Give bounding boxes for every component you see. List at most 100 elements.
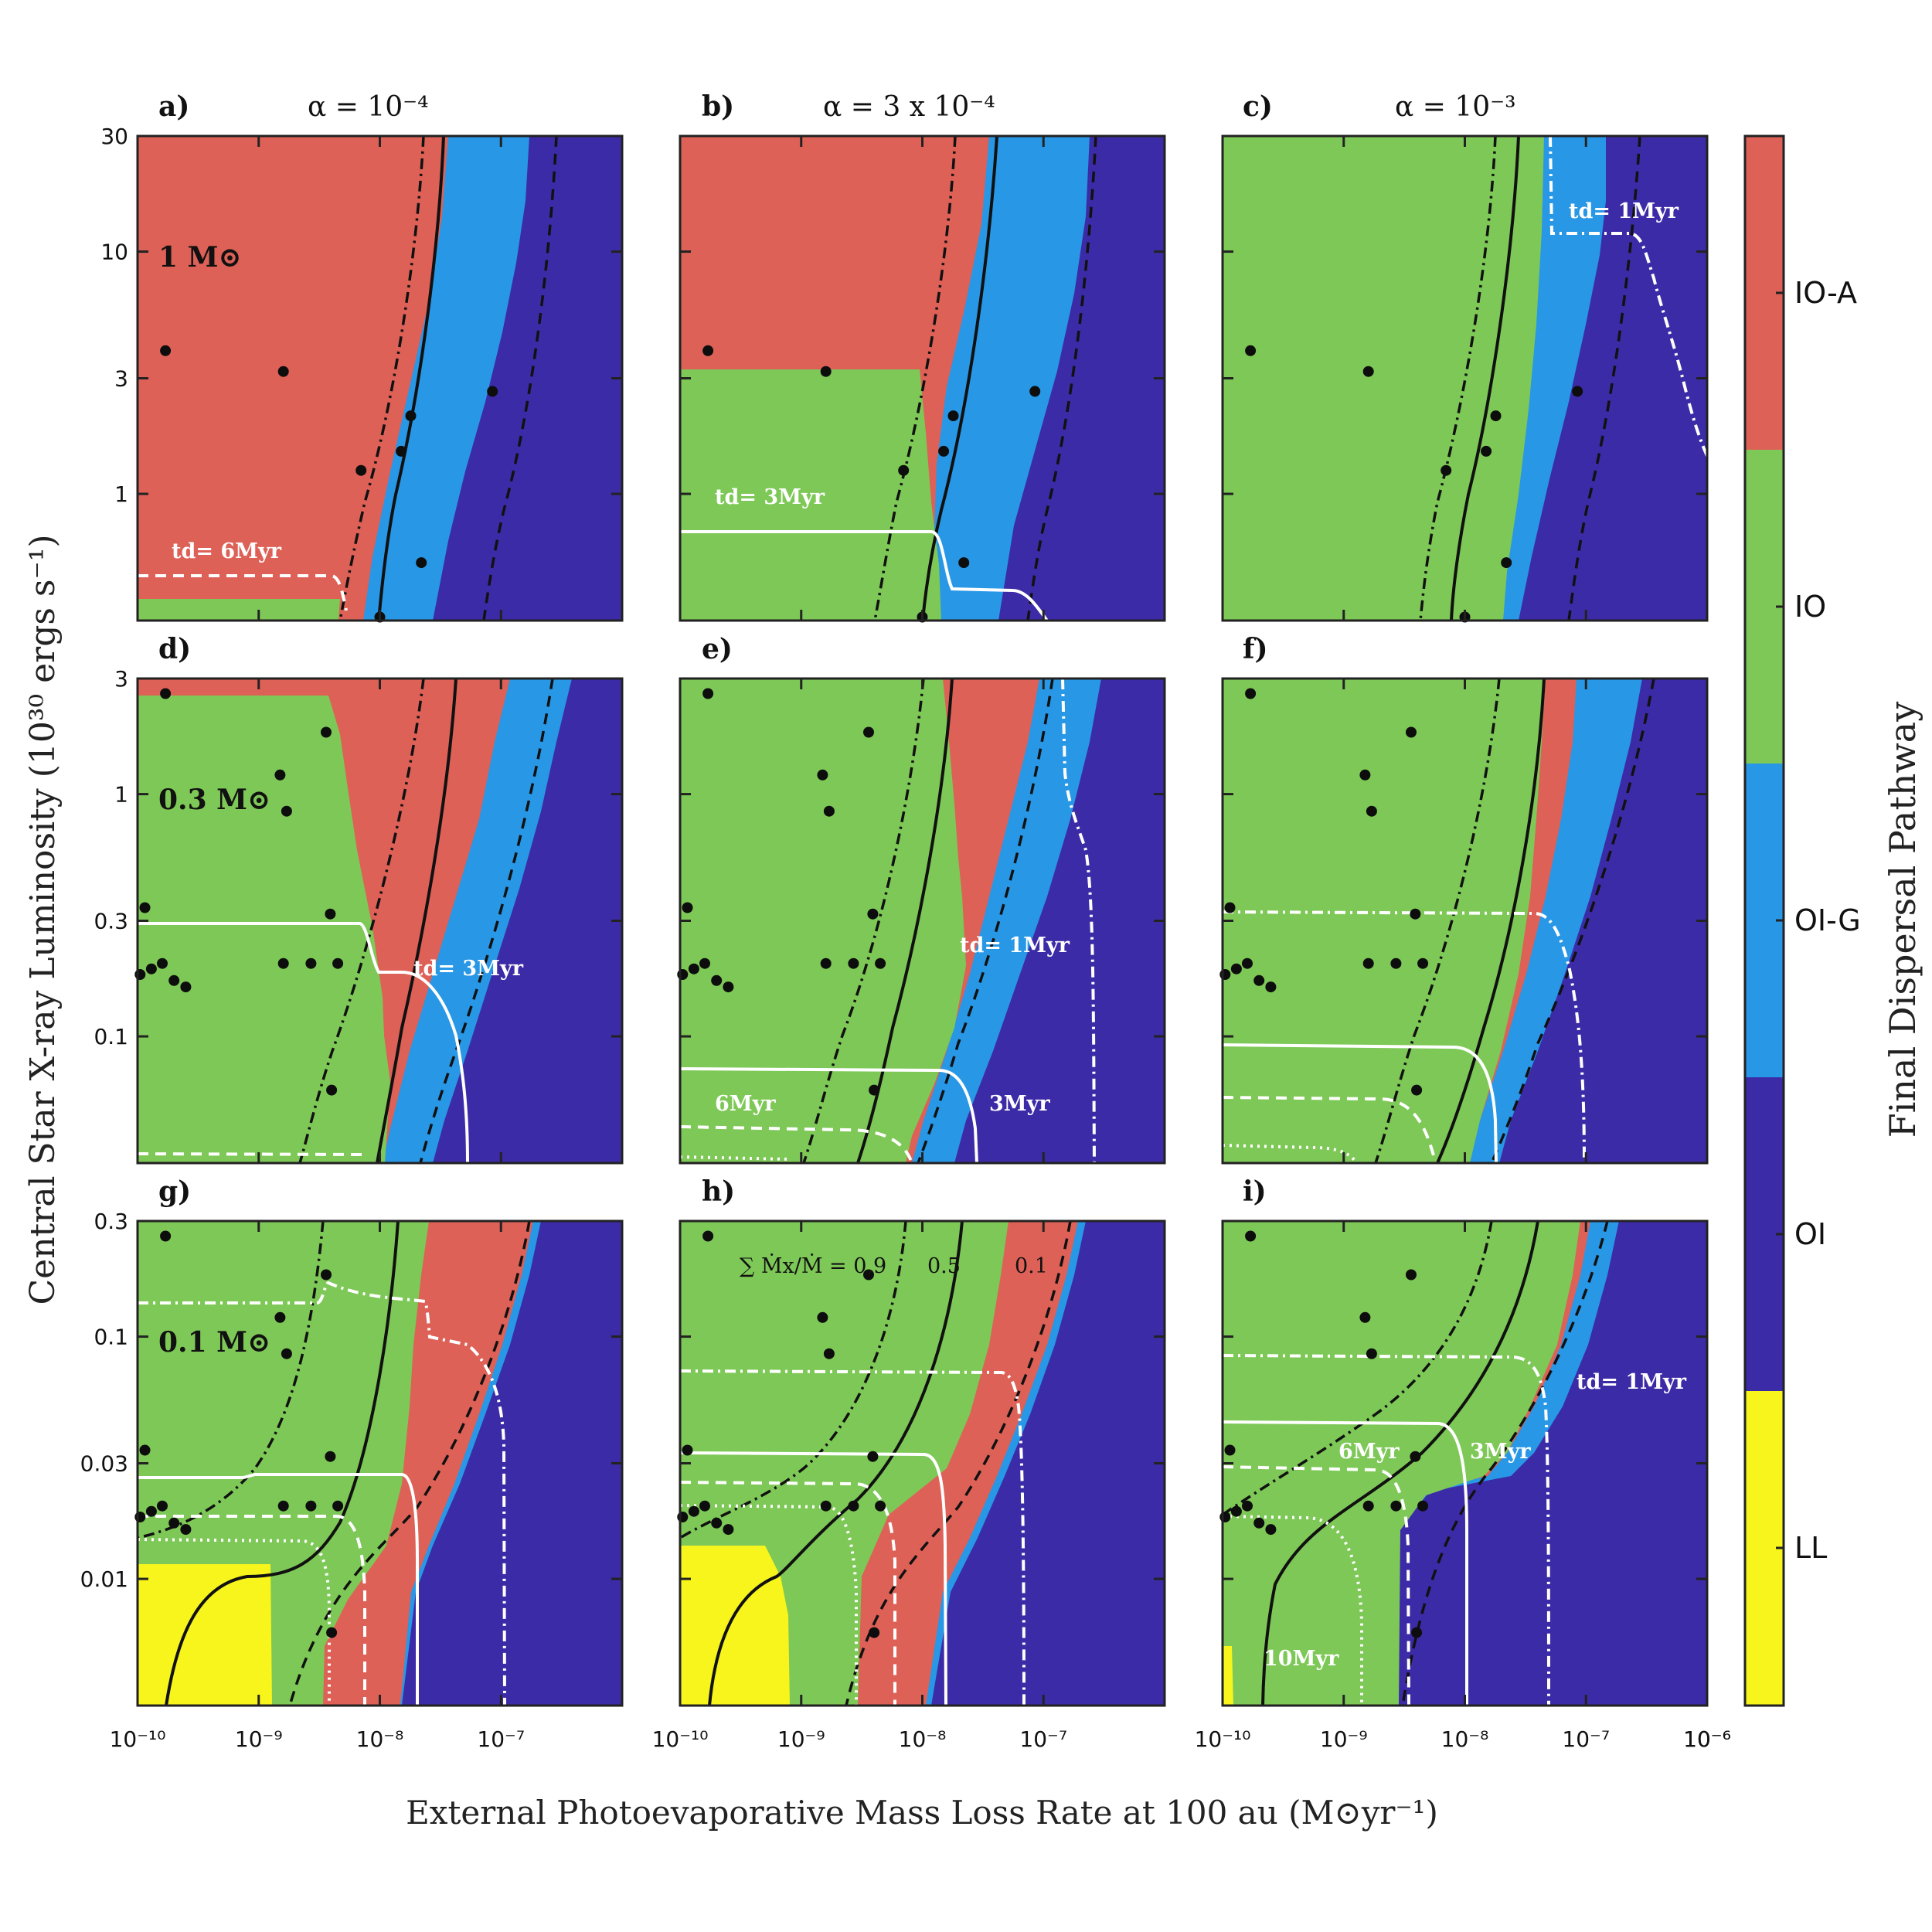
x-tick-label: 10⁻⁶ [1683,1726,1731,1752]
data-point [723,1524,734,1536]
y-tick-label: 0.3 [94,909,128,934]
x-axis-label: External Photoevaporative Mass Loss Rate… [406,1794,1438,1832]
panel-i [1223,1221,1707,1706]
data-point [134,969,146,980]
data-point [277,1500,289,1512]
data-point [1362,1500,1374,1512]
panel-h [680,1221,1165,1706]
panel-g [138,1221,622,1706]
data-point [699,957,710,969]
data-point [820,957,832,969]
data-point [867,1451,879,1462]
data-point [723,981,734,993]
data-point [487,386,498,397]
y-tick-label: 0.1 [94,1024,128,1049]
mass-label-01: 0.1 M⊙ [158,1326,270,1359]
svg-text:d): d) [158,633,191,665]
y-tick-label: 0.3 [94,1209,128,1234]
data-point [1366,805,1377,817]
data-point [1242,957,1253,969]
x-tick-label: 10⁻⁸ [1441,1726,1489,1752]
data-point [817,769,828,781]
data-point [875,957,886,969]
data-point [180,1524,192,1536]
panel-d [138,679,622,1163]
data-point [1417,957,1429,969]
data-point [180,981,192,993]
annot-d-td3: td= 3Myr [413,957,524,981]
col-title-2: α = 3 x 10⁻⁴ [823,91,995,123]
data-point [416,557,427,569]
data-point [1359,1311,1371,1323]
annot-e-3myr: 3Myr [989,1092,1050,1116]
x-tick-label: 10⁻⁸ [356,1726,404,1752]
data-point [702,1230,714,1242]
column-titles: α = 10⁻⁴ α = 3 x 10⁻⁴ α = 10⁻³ [308,91,1516,123]
data-point [1440,464,1452,476]
data-point [277,366,289,377]
data-point [168,1517,180,1529]
x-tick-label: 10⁻¹⁰ [1195,1726,1251,1752]
mass-label-03: 0.3 M⊙ [158,784,270,816]
data-point [157,957,168,969]
data-point [711,1517,723,1529]
data-point [1224,902,1236,913]
data-point [1253,975,1265,986]
y-tick-label: 1 [114,782,128,808]
data-point [305,957,317,969]
y-axis-label: Central Star X-ray Luminosity (10³⁰ ergs… [23,534,63,1304]
panel-c [1223,136,1707,621]
data-point [823,1348,835,1359]
annot-e-td1: td= 1Myr [960,934,1070,957]
data-point [1253,1517,1265,1529]
data-point [396,445,407,457]
y-tick-label: 10 [100,240,128,265]
data-point [1366,1348,1377,1359]
data-point [869,1627,880,1638]
panel-f [1223,679,1707,1163]
data-point [898,464,910,476]
data-point [711,975,723,986]
svg-text:a): a) [158,90,189,123]
x-tick-label: 10⁻⁹ [1320,1726,1368,1752]
sum-labels: ∑ Ṁx/Ṁ = 0.9 0.5 0.1 [740,1253,1048,1278]
data-point [947,410,959,422]
y-tick-label: 0.01 [80,1566,128,1592]
data-point [332,957,344,969]
svg-text:b): b) [702,90,734,123]
data-point [274,1311,286,1323]
data-point [305,1500,317,1512]
data-point [823,805,835,817]
y-tick-label: 3 [114,366,128,392]
annotations: td= 6Myr td= 3Myr td= 1Myr td= 3Myr td= … [172,199,1687,1671]
data-point [168,975,180,986]
y-tick-label: 0.1 [94,1325,128,1350]
data-point [134,1512,146,1522]
data-point [699,1500,710,1512]
x-tick-label: 10⁻¹⁰ [110,1726,166,1752]
data-point [820,366,832,377]
annot-a-td6: td= 6Myr [172,539,282,563]
x-tick-label: 10⁻⁹ [777,1726,825,1752]
data-point [1572,386,1583,397]
data-point [160,1230,172,1242]
data-point [281,805,292,817]
colorbar-label-io: IO [1794,590,1826,624]
data-point [848,957,859,969]
panel-b [680,136,1165,621]
data-point [682,1444,693,1456]
data-point [1224,1444,1236,1456]
data-point [677,1512,689,1522]
tick-labels: 10⁻¹⁰ 10⁻⁹ 10⁻⁸ 10⁻⁷ 10⁻¹⁰ 10⁻⁹ 10⁻⁸ 10⁻⁷ 10⁻¹⁰ 1… [80,124,1731,1752]
data-point [1411,1627,1423,1638]
data-point [1410,1451,1421,1462]
data-point [1245,345,1257,356]
annot-e-6myr: 6Myr [715,1092,776,1116]
data-point [326,1084,338,1096]
svg-text:c): c) [1243,90,1273,123]
colorbar-label-ll: LL [1794,1531,1827,1565]
panel-e [680,679,1165,1163]
data-point [1245,1230,1257,1242]
data-point [1230,1505,1242,1517]
annot-i-td1: td= 1Myr [1577,1370,1687,1394]
